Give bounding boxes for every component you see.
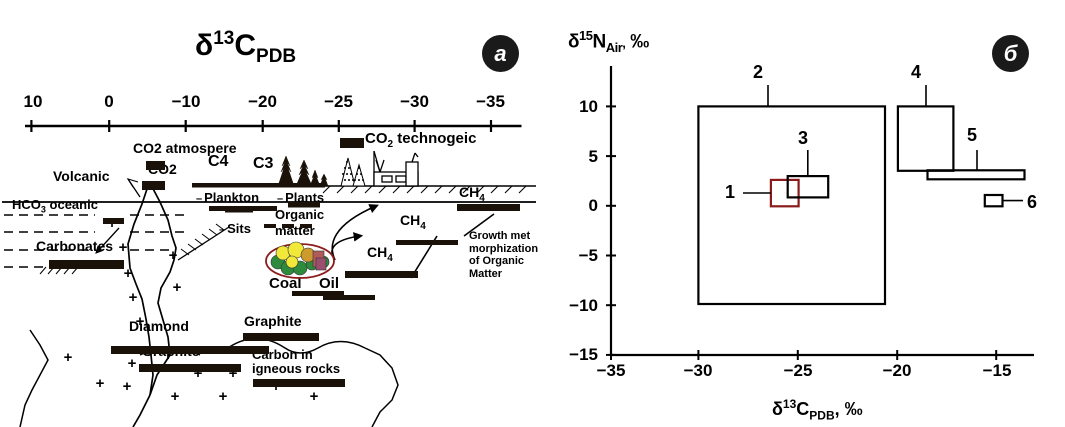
svg-text:+: + — [123, 378, 132, 395]
svg-text:+: + — [169, 247, 178, 264]
svg-text:+: + — [124, 265, 133, 282]
svg-text:+: + — [129, 289, 138, 306]
svg-text:+: + — [219, 388, 228, 405]
svg-text:+: + — [310, 388, 319, 405]
svg-text:+: + — [96, 375, 105, 392]
svg-text:+: + — [173, 279, 182, 296]
svg-text:+: + — [119, 239, 128, 256]
svg-text:+: + — [171, 388, 180, 405]
svg-text:+: + — [64, 349, 73, 366]
svg-text:+: + — [136, 313, 145, 330]
svg-text:+: + — [128, 355, 137, 372]
